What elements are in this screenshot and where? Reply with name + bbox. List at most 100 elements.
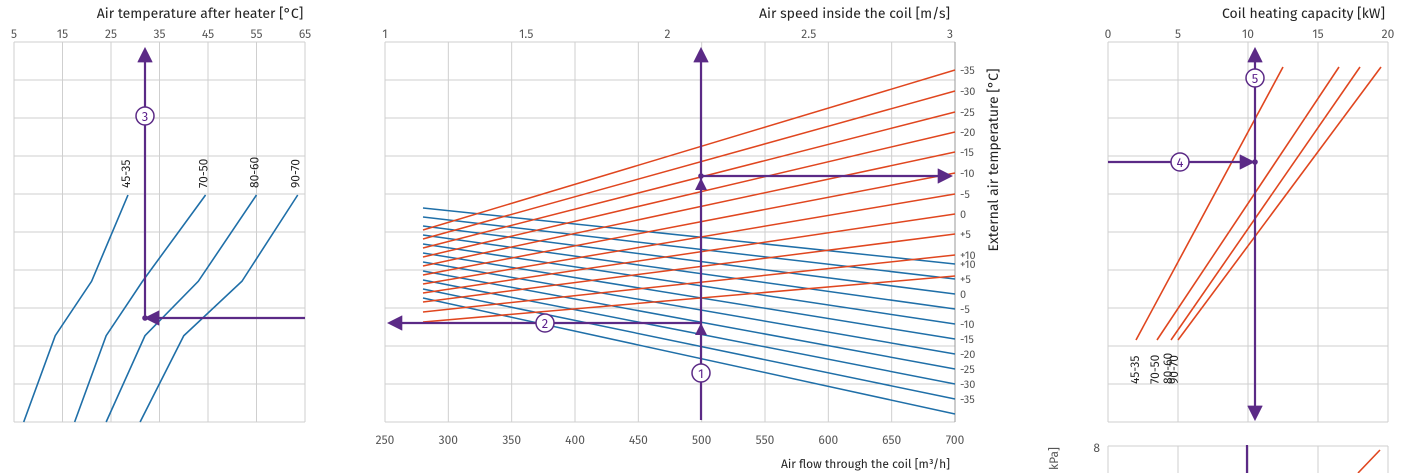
- left-series-label: 90-70: [290, 159, 304, 188]
- step-1-marker: [691, 363, 711, 383]
- step-4-label: 4: [1177, 156, 1184, 171]
- middle-bottom-tick: 300: [439, 434, 459, 448]
- left-x-tick: 15: [57, 28, 68, 42]
- middle-bottom-tick: 450: [629, 434, 648, 448]
- middle-bottom-tick: 600: [818, 434, 838, 448]
- middle-blue-line: [422, 279, 956, 385]
- middle-right-tick-upper: -30: [960, 85, 975, 98]
- middle-red-line: [422, 233, 956, 303]
- middle-right-tick-lower: -5: [960, 303, 970, 316]
- step-4-marker: [1170, 152, 1190, 172]
- left-grid: [13, 41, 306, 423]
- left-intersection-point: [142, 315, 148, 321]
- middle-blue-line: [422, 297, 956, 415]
- left-x-tick: 25: [105, 28, 117, 42]
- middle-chart-title: Air speed inside the coil [m/s]: [759, 5, 950, 22]
- right-series-label: 70-50: [1149, 354, 1163, 384]
- middle-blue-line: [422, 225, 956, 295]
- middle-right-tick-upper: 0: [960, 208, 966, 221]
- middle-red-lines: [422, 69, 956, 323]
- middle-bottom-tick: 700: [946, 434, 965, 448]
- middle-right-tick-lower: +10: [960, 258, 976, 271]
- left-x-ticks: 5 15 25 35 45 55 65: [11, 28, 311, 42]
- middle-red-line: [422, 213, 956, 294]
- middle-blue-line: [422, 270, 956, 370]
- right-series-label: 80-60: [1162, 352, 1176, 384]
- middle-right-tick-lower: -15: [960, 333, 974, 346]
- middle-red-line: [422, 69, 956, 231]
- left-series-line-90-70: [139, 194, 299, 423]
- middle-bottom-tick: 350: [502, 434, 521, 448]
- middle-right-tick-upper: -20: [960, 126, 975, 139]
- left-x-tick: 55: [251, 28, 263, 42]
- left-series-label: 80-60: [249, 156, 263, 188]
- middle-right-tick-upper: +5: [960, 228, 971, 241]
- middle-blue-line: [422, 288, 956, 400]
- right-chart-title: Coil heating capacity [kW]: [1222, 5, 1385, 22]
- middle-right-tick-lower: -35: [960, 393, 975, 406]
- right-x-tick: 20: [1382, 28, 1395, 42]
- middle-bottom-tick: 400: [565, 434, 585, 448]
- left-x-tick: 65: [299, 28, 311, 42]
- right-chart: Coil heating capacity [kW] 0 5 10 15 20 45-3…: [1048, 5, 1395, 473]
- right-x-ticks: 0 5 10 15 20: [1105, 28, 1395, 42]
- step-2-marker: [535, 313, 555, 333]
- right-series-label: 45-35: [1129, 356, 1143, 384]
- step-5-marker: [1245, 68, 1265, 88]
- left-chart-title: Air temperature after heater [°C]: [97, 5, 304, 22]
- middle-red-line: [422, 90, 956, 240]
- middle-chart: Air speed inside the coil [m/s] 1 1.5 2 2.5…: [376, 5, 1002, 472]
- middle-blue-line: [422, 216, 956, 280]
- middle-right-tick-upper: -5: [960, 188, 970, 201]
- right-series-line-45-35: [1135, 66, 1284, 341]
- middle-blue-line: [422, 261, 956, 355]
- middle-arrow-head-upper: [695, 178, 707, 190]
- middle-red-line: [422, 131, 956, 258]
- right-x-tick: 0: [1105, 28, 1112, 42]
- middle-top-tick: 3: [947, 28, 953, 42]
- middle-red-line: [422, 254, 956, 313]
- step-3-marker: [135, 106, 155, 126]
- lower-chart-tick-8: 8: [1093, 442, 1100, 456]
- step-1-label: 1: [698, 367, 704, 382]
- left-series: [22, 194, 299, 423]
- left-series-labels: 45-35 70-50 80-60 90-70: [120, 156, 304, 188]
- middle-red-line: [422, 172, 956, 276]
- middle-top-tick: 1: [382, 28, 387, 42]
- middle-right-tick-upper: +10: [960, 249, 976, 262]
- middle-blue-line: [422, 207, 956, 265]
- middle-blue-lines: [422, 207, 956, 415]
- right-x-tick: 10: [1242, 28, 1254, 42]
- middle-bottom-tick: 500: [692, 434, 712, 448]
- middle-red-line: [422, 151, 956, 267]
- right-series-line-70-50: [1156, 66, 1340, 341]
- right-intersection-point: [1252, 159, 1258, 165]
- step-3-label: 3: [142, 110, 149, 125]
- middle-bottom-ticks: 250 300 350 400 450 500 550 600 650 700: [376, 434, 965, 448]
- middle-y-axis-label: External air temperature [°C]: [985, 69, 1002, 252]
- middle-blue-line: [422, 234, 956, 310]
- middle-red-line: [422, 193, 956, 285]
- left-series-label: 45-35: [120, 160, 134, 188]
- middle-top-tick: 1.5: [519, 28, 533, 42]
- middle-right-tick-lower: -10: [960, 318, 975, 331]
- middle-bottom-tick: 550: [756, 434, 775, 448]
- middle-top-tick: 2: [665, 28, 671, 42]
- middle-right-tick-upper: -35: [960, 64, 975, 77]
- left-x-tick: 5: [11, 28, 17, 42]
- right-grid: [1107, 41, 1389, 423]
- right-x-tick: 5: [1175, 28, 1181, 42]
- middle-top-ticks: 1 1.5 2 2.5 3: [382, 28, 953, 42]
- right-series-label: 90-70: [1168, 355, 1182, 384]
- middle-right-tick-lower: -25: [960, 363, 975, 376]
- right-series-line-80-60: [1170, 66, 1361, 341]
- lower-chart-red-line: [1357, 449, 1381, 473]
- left-x-tick: 45: [202, 28, 214, 42]
- middle-x-axis-label: Air flow through the coil [m³/h]: [781, 457, 950, 472]
- left-series-label: 70-50: [198, 158, 212, 188]
- right-x-tick: 15: [1312, 28, 1323, 42]
- middle-right-ticks: -35 -30 -25 -20 -15 -10 -5 0 +5 +10+10 +5 0 -5 -10 -15…: [960, 64, 976, 406]
- middle-right-tick-lower: -30: [960, 378, 975, 391]
- left-series-line-45-35: [22, 194, 129, 423]
